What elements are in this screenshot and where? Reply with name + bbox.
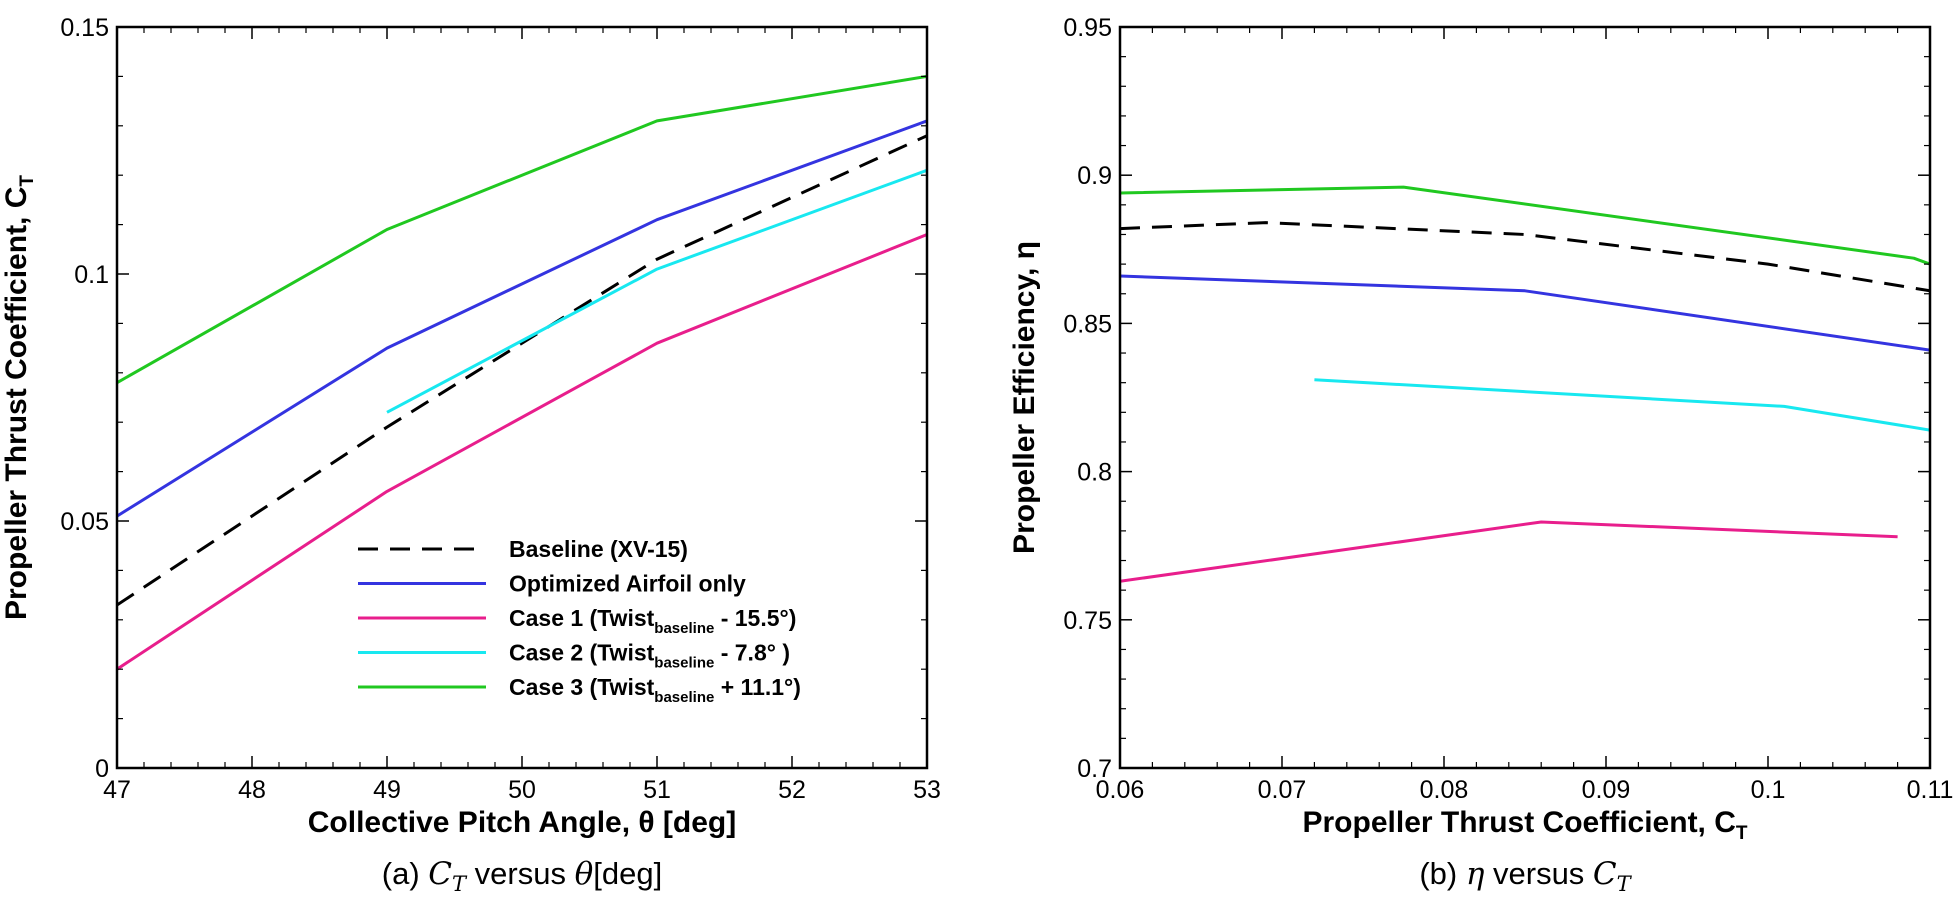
- y-tick-label: 0.15: [60, 14, 109, 42]
- x-tick-label: 52: [778, 776, 806, 804]
- legend-label: Case 2 (Twistbaseline - 7.8° ): [509, 640, 790, 672]
- x-tick-label: 49: [373, 776, 401, 804]
- y-axis-title: Propeller Efficiency, η: [1008, 241, 1041, 554]
- series-line-1: [117, 119, 927, 518]
- legend-label: Case 3 (Twistbaseline + 11.1°): [509, 674, 801, 706]
- caption: (a) CT versus θ[deg]: [382, 856, 662, 896]
- x-tick-label: 0.07: [1258, 776, 1307, 804]
- series-line-3: [386, 168, 927, 414]
- series-line-2: [1120, 520, 1898, 583]
- y-tick-label: 0.85: [1063, 310, 1112, 338]
- series-line-0: [117, 134, 927, 607]
- x-tick-label: 53: [913, 776, 941, 804]
- caption: (b) η versus CT: [1419, 856, 1632, 896]
- x-axis-title: Propeller Thrust Coefficient, CT: [1303, 806, 1748, 844]
- y-tick-label: 0.7: [1077, 755, 1112, 783]
- legend-label: Case 1 (Twistbaseline - 15.5°): [509, 605, 796, 637]
- legend-label: Optimized Airfoil only: [509, 571, 746, 597]
- x-tick-label: 48: [238, 776, 266, 804]
- y-tick-label: 0.8: [1077, 459, 1112, 487]
- legend-label: Baseline (XV-15): [509, 536, 688, 562]
- series-line-4: [1120, 185, 1930, 266]
- y-tick-label: 0.75: [1063, 607, 1112, 635]
- y-tick-label: 0: [95, 755, 109, 783]
- x-tick-label: 0.1: [1751, 776, 1786, 804]
- legend: Baseline (XV-15) Optimized Airfoil only Ca…: [358, 536, 801, 706]
- x-tick-label: 0.08: [1420, 776, 1469, 804]
- series-line-2: [117, 233, 927, 671]
- x-tick-label: 47: [103, 776, 131, 804]
- x-axis-title: Collective Pitch Angle, θ [deg]: [308, 806, 737, 839]
- chart-a: 47 48 49 50 51 52 53 0 0.05 0.1 0.15 Collective Pit…: [0, 14, 941, 896]
- chart-b: 0.06 0.07 0.08 0.09 0.1 0.11 0.7 0.75 0.8 0.85 0.9…: [1008, 14, 1953, 896]
- series-line-1: [1120, 274, 1930, 352]
- x-tick-label: 50: [508, 776, 536, 804]
- y-tick-label: 0.95: [1063, 14, 1112, 42]
- series-lines: [1120, 185, 1930, 583]
- y-tick-label: 0.05: [60, 508, 109, 536]
- y-tick-label: 0.9: [1077, 162, 1112, 190]
- x-tick-label: 51: [643, 776, 671, 804]
- series-line-0: [1120, 221, 1930, 293]
- series-lines: [117, 74, 927, 671]
- y-axis-title: Propeller Thrust Coefficient, CT: [0, 175, 38, 620]
- x-tick-label: 0.09: [1582, 776, 1631, 804]
- x-tick-label: 0.11: [1907, 776, 1954, 804]
- x-tick-label: 0.06: [1096, 776, 1145, 804]
- plot-frame: [1118, 25, 1932, 770]
- series-line-4: [117, 74, 927, 385]
- series-line-3: [1314, 378, 1930, 432]
- y-tick-label: 0.1: [74, 261, 109, 289]
